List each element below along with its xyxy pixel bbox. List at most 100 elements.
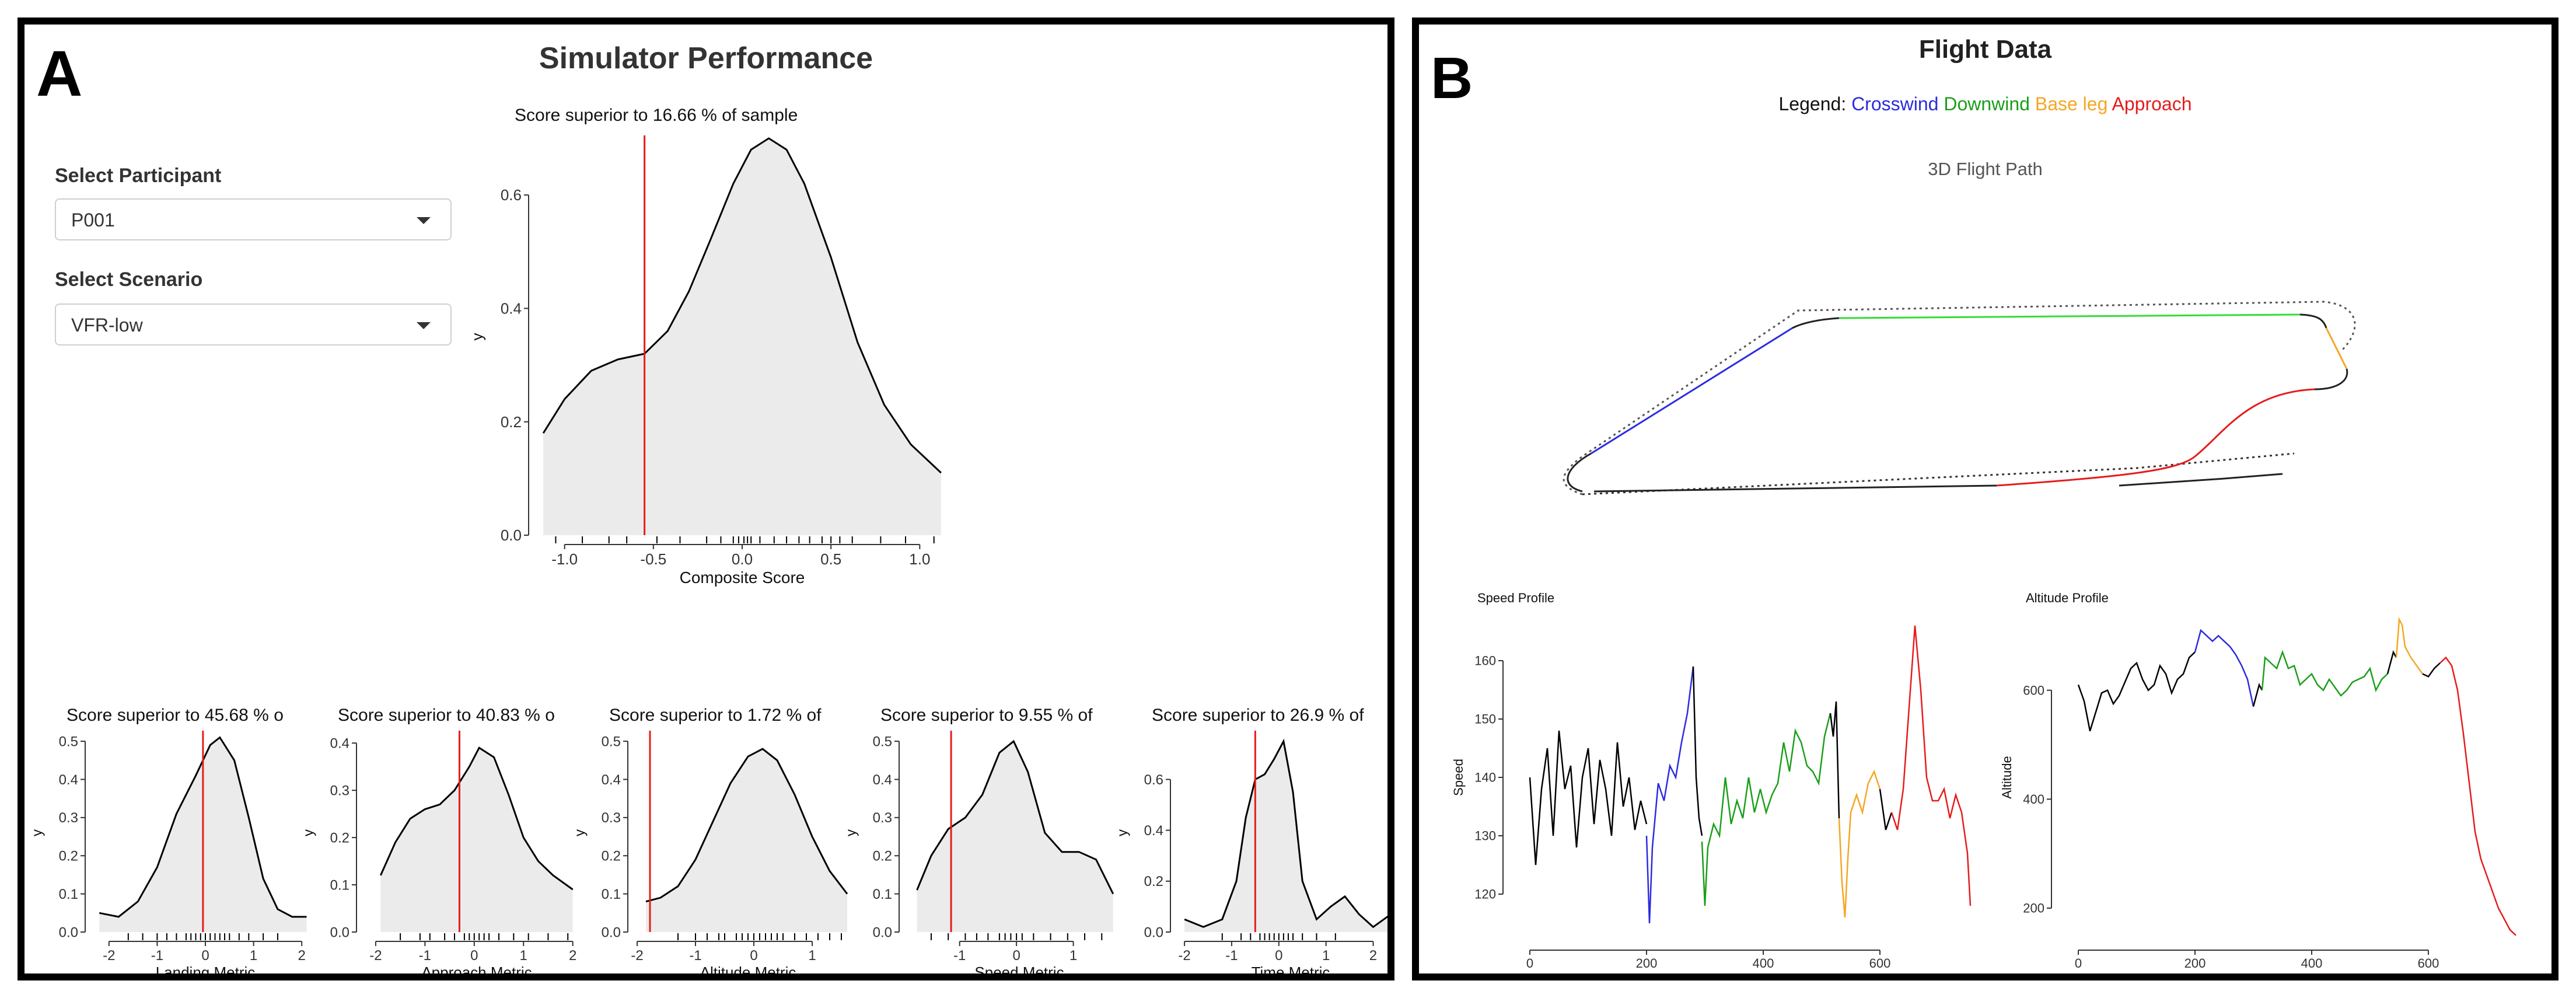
x-tick-label: 0 [750, 948, 757, 964]
chart-title: Score superior to 9.55 % of [880, 706, 1093, 725]
y-tick-label: 0.0 [602, 924, 621, 940]
x-tick-label: 2 [298, 948, 306, 964]
chart-landing: Score superior to 45.68 % o -2 -1 0 1 2 Landin… [30, 706, 307, 973]
y-tick-label: 0.4 [501, 300, 522, 317]
density-line [916, 739, 1114, 895]
x-tick-label: 1 [250, 948, 257, 964]
x-tick-label: 600 [1869, 956, 1891, 971]
flight-path-segment [1567, 452, 1592, 493]
panel-a-charts: Score superior to 16.66 % of sample -1.0 -… [30, 106, 1387, 973]
x-tick-label: 1.0 [909, 550, 930, 568]
flight-path-3d [1563, 301, 2356, 495]
x-tick-label: -0.5 [640, 550, 666, 568]
y-tick-label: 0.4 [59, 772, 78, 788]
participant-label: Select Participant [55, 165, 222, 187]
y-tick-label: 0.1 [873, 887, 892, 902]
x-tick-label: 0 [1275, 948, 1282, 964]
y-tick-label: 0.3 [330, 783, 349, 799]
x-tick-label: 0 [1526, 956, 1533, 971]
y-tick-label: 0.1 [330, 877, 349, 893]
participant-select[interactable]: P001 [55, 198, 452, 240]
x-axis-label: Landing Metric [156, 964, 256, 973]
chart-title: Altitude Profile [2026, 591, 2109, 605]
y-tick-label: 0.1 [59, 887, 78, 902]
flight-path-segment [1792, 317, 1840, 329]
chart-title: Score superior to 45.68 % o [67, 706, 284, 725]
density-fill [646, 749, 847, 932]
x-tick-label: -2 [1178, 948, 1190, 964]
chevron-down-icon [417, 322, 431, 329]
y-tick-label: 150 [1474, 712, 1496, 727]
y-tick-label: 160 [1474, 654, 1496, 668]
x-tick-label: 1 [520, 948, 527, 964]
chart-time: Score superior to 26.9 % of -2 -1 0 1 2 Time M… [1115, 706, 1387, 973]
panel-b-charts: Speed Profile 0 200 400 600 Time 120 130 140 150 1… [1451, 591, 2516, 973]
flight-path-base-leg [2325, 327, 2348, 369]
series-line-crosswind [1645, 666, 1694, 924]
series-line-base-leg [1838, 769, 1881, 918]
density-line [645, 748, 848, 903]
y-tick-label: 0.5 [873, 734, 892, 749]
x-tick-label: 2 [1369, 948, 1377, 964]
flight-path-segment [2299, 313, 2327, 329]
y-tick-label: 0.0 [501, 526, 522, 544]
x-axis-label: Speed Metric [974, 964, 1064, 973]
legend-item-downwind: Downwind [1944, 93, 2030, 114]
chart-speed: Score superior to 9.55 % of -1 0 1 Speed Met… [844, 706, 1114, 973]
y-tick-label: 140 [1474, 770, 1496, 785]
y-tick-label: 130 [1474, 829, 1496, 843]
y-tick-label: 0.2 [330, 830, 349, 846]
x-tick-label: 0.0 [732, 550, 753, 568]
y-axis-label: Speed [1451, 759, 1466, 796]
chart-speed_profile: Speed Profile 0 200 400 600 Time 120 130 140 150 1… [1451, 591, 1972, 973]
x-tick-label: 1 [1069, 948, 1077, 964]
density-line [1184, 738, 1387, 929]
scenario-select[interactable]: VFR-low [55, 303, 452, 346]
density-fill [380, 748, 573, 932]
chart-composite: Score superior to 16.66 % of sample -1.0 -… [468, 106, 942, 587]
flight-data-title: Flight Data [1918, 35, 2052, 64]
panel-b-label: B [1431, 46, 1473, 111]
x-tick-label: 1 [808, 948, 816, 964]
x-tick-label: 400 [1753, 956, 1774, 971]
x-tick-label: 0.5 [820, 550, 841, 568]
x-tick-label: -1 [419, 948, 431, 964]
chevron-down-icon [417, 217, 431, 224]
y-tick-label: 0.2 [1144, 874, 1163, 889]
density-line [542, 137, 942, 474]
y-tick-label: 0.4 [873, 772, 892, 788]
legend-item-crosswind: Crosswind [1851, 93, 1939, 114]
y-tick-label: 0.2 [873, 849, 892, 864]
y-tick-label: 0.3 [59, 810, 78, 826]
x-tick-label: 600 [2418, 956, 2439, 971]
flight-path-title: 3D Flight Path [1928, 159, 2043, 179]
y-tick-label: 400 [2023, 792, 2044, 807]
flight-path-crosswind [1591, 327, 1793, 455]
flight-path-shadow [1582, 452, 2295, 495]
density-line [379, 746, 574, 891]
x-tick-label: -1 [1225, 948, 1238, 964]
scenario-label: Select Scenario [55, 268, 203, 291]
legend-item-approach: Approach [2112, 93, 2192, 114]
y-tick-label: 0.5 [602, 734, 621, 749]
panel-a-label: A [36, 38, 83, 110]
x-tick-label: 200 [1636, 956, 1658, 971]
series-line-segment [2422, 662, 2441, 678]
series-line-downwind [2261, 650, 2388, 697]
x-axis-label: Altitude Metric [700, 964, 796, 973]
x-tick-label: 200 [2184, 956, 2206, 971]
y-axis-label: y [572, 829, 588, 836]
series-line-base-leg [2395, 616, 2424, 675]
y-tick-label: 0.2 [59, 849, 78, 864]
flight-path-approach [1996, 388, 2315, 487]
x-tick-label: -1.0 [551, 550, 578, 568]
x-axis-label: Time [1733, 972, 1764, 973]
x-tick-label: -1 [689, 948, 701, 964]
legend-prefix: Legend: [1778, 93, 1847, 114]
y-tick-label: 0.1 [602, 887, 621, 902]
participant-select-value: P001 [71, 210, 115, 231]
y-axis-label: y [301, 829, 317, 836]
density-fill [917, 741, 1113, 932]
series-line-segment [1692, 666, 1703, 836]
chart-title: Score superior to 16.66 % of sample [515, 106, 798, 125]
